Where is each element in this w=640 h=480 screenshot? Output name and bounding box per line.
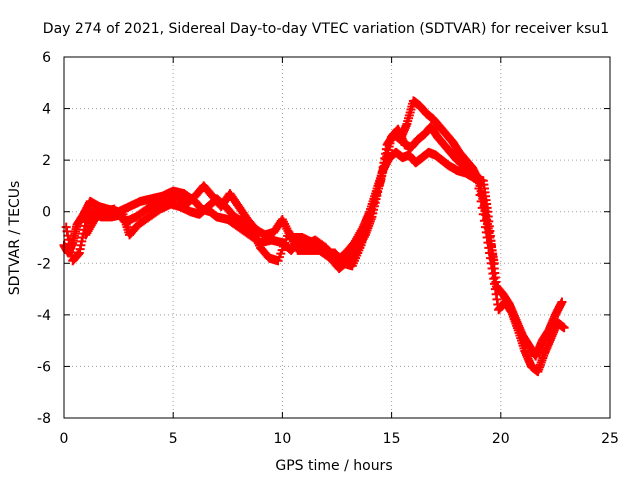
y-tick-label: -2	[37, 256, 51, 272]
x-tick-label: 0	[60, 431, 69, 447]
chart-title: Day 274 of 2021, Sidereal Day-to-day VTE…	[43, 21, 609, 37]
y-axis-label: SDTVAR / TECUs	[7, 181, 23, 296]
x-tick-label: 20	[492, 431, 510, 447]
y-tick-label: 4	[42, 102, 51, 118]
data-point	[559, 323, 569, 333]
tick-labels: 0 5 10 15 20 25 -8 -6 -4 -2 0 2 4 6	[37, 50, 619, 447]
data-points	[59, 96, 569, 377]
data-point	[557, 297, 567, 307]
y-tick-label: -4	[37, 308, 51, 324]
y-tick-label: -8	[37, 411, 51, 427]
x-axis-label: GPS time / hours	[275, 458, 392, 474]
x-tick-label: 10	[273, 431, 291, 447]
y-tick-label: -6	[37, 359, 51, 375]
x-tick-label: 25	[601, 431, 619, 447]
data-point	[489, 258, 499, 268]
plot-frame	[63, 56, 611, 419]
x-tick-label: 15	[383, 431, 401, 447]
y-tick-label: 2	[42, 153, 51, 169]
y-tick-label: 6	[42, 50, 51, 66]
data-point	[276, 249, 286, 259]
series-track-c	[81, 96, 499, 271]
x-tick-label: 5	[169, 431, 178, 447]
y-tick-label: 0	[42, 205, 51, 221]
